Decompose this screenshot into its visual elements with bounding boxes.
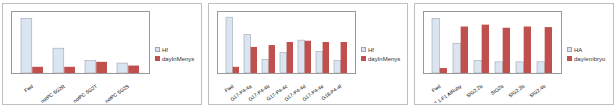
svg-text:SIG2.2b: SIG2.2b	[465, 83, 484, 99]
svg-text:M2.1-F1 AIRuby: M2.1-F1 AIRuby	[429, 83, 462, 103]
svg-text:G18-P4-4f: G18-P4-4f	[320, 83, 343, 101]
svg-text:notPC 5G2T: notPC 5G2T	[72, 83, 98, 103]
svg-text:Fwd: Fwd	[223, 83, 234, 93]
html-text:dayInMenys: dayInMenys	[368, 55, 401, 62]
svg-text:G17-P4-4a: G17-P4-4a	[229, 83, 253, 102]
svg-text:G17-P4-4d: G17-P4-4d	[283, 83, 307, 102]
html-text:dayInMenys: dayInMenys	[162, 55, 195, 62]
svg-text:Fwd: Fwd	[430, 83, 441, 93]
html-text:HA: HA	[574, 46, 583, 53]
html-text:Hf: Hf	[162, 46, 168, 53]
svg-text:notPC 5G2S: notPC 5G2S	[104, 83, 131, 103]
svg-text:SIG2.4b: SIG2.4b	[528, 83, 547, 99]
svg-text:Fwd: Fwd	[23, 83, 34, 93]
html-text:Hf: Hf	[368, 46, 374, 53]
svg-text:G17-P4-4c: G17-P4-4c	[265, 83, 289, 102]
svg-text:SIG2b: SIG2b	[489, 83, 504, 96]
svg-text:G17-P4-4b: G17-P4-4b	[247, 83, 271, 102]
svg-text:SIG2.3b: SIG2.3b	[507, 83, 526, 99]
svg-text:notPC 5G2R: notPC 5G2R	[39, 83, 66, 103]
svg-text:G17-P4-4e: G17-P4-4e	[301, 83, 325, 102]
html-text:day/embryo: day/embryo	[574, 55, 606, 62]
